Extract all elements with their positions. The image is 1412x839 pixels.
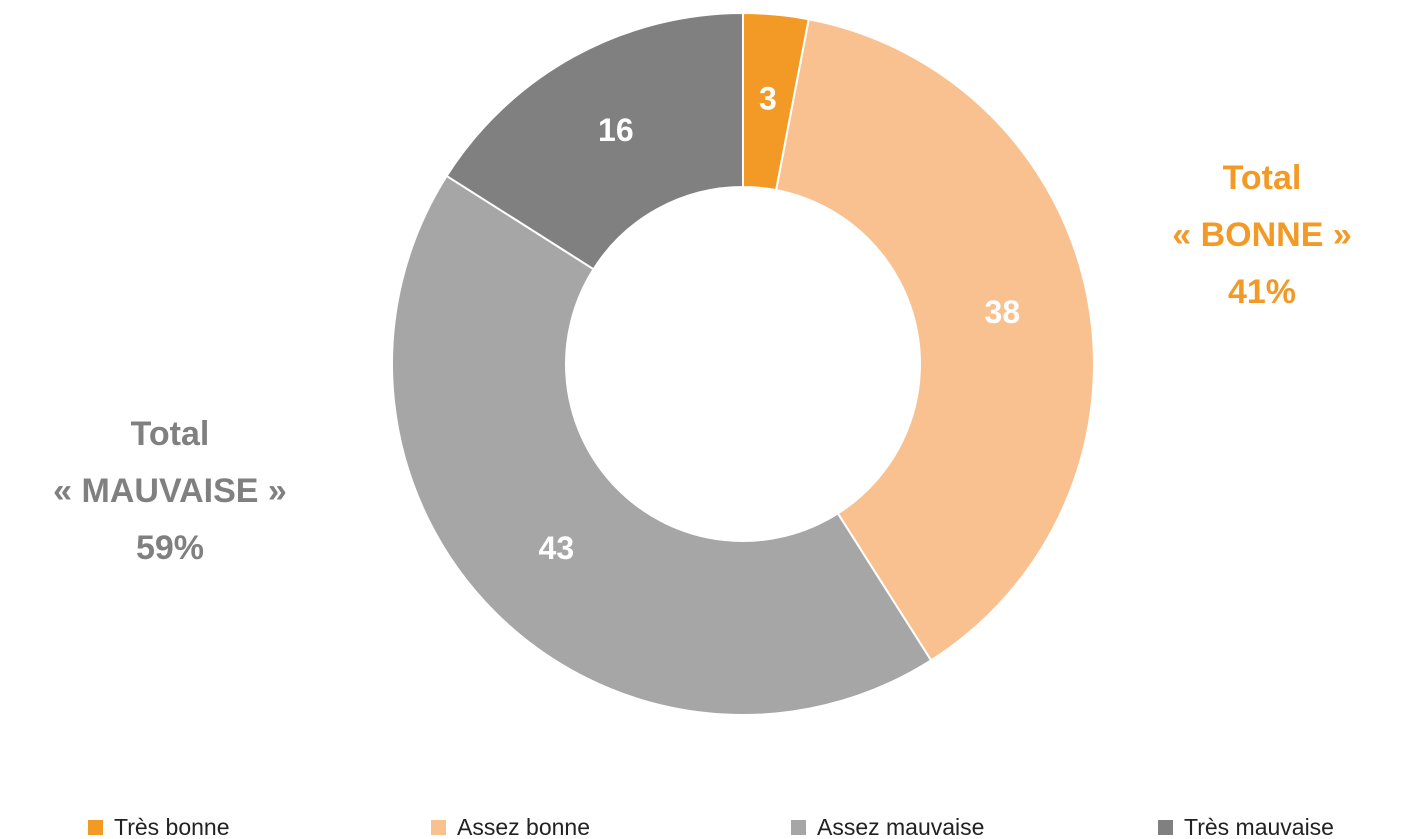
data-label: 16 — [598, 112, 634, 148]
legend-label: Très mauvaise — [1184, 814, 1334, 839]
annotation: « MAUVAISE » — [53, 472, 287, 510]
donut-segment — [774, 18, 1095, 662]
data-label: 38 — [985, 294, 1021, 330]
annotation: « BONNE » — [1172, 216, 1352, 254]
annotation: 59% — [136, 529, 204, 567]
legend-label: Très bonne — [114, 814, 230, 839]
legend-label: Assez mauvaise — [817, 814, 984, 839]
legend-label: Assez bonne — [457, 814, 590, 839]
annotation: 41% — [1228, 273, 1296, 311]
annotation: Total — [131, 415, 210, 453]
legend-marker — [88, 820, 103, 835]
legend-marker — [791, 820, 806, 835]
donut-segment — [445, 11, 744, 271]
data-label: 43 — [539, 530, 575, 566]
donut-segment — [391, 174, 933, 716]
legend-marker — [1158, 820, 1173, 835]
data-label: 3 — [759, 81, 777, 117]
annotation: Total — [1223, 159, 1302, 197]
legend-marker — [431, 820, 446, 835]
